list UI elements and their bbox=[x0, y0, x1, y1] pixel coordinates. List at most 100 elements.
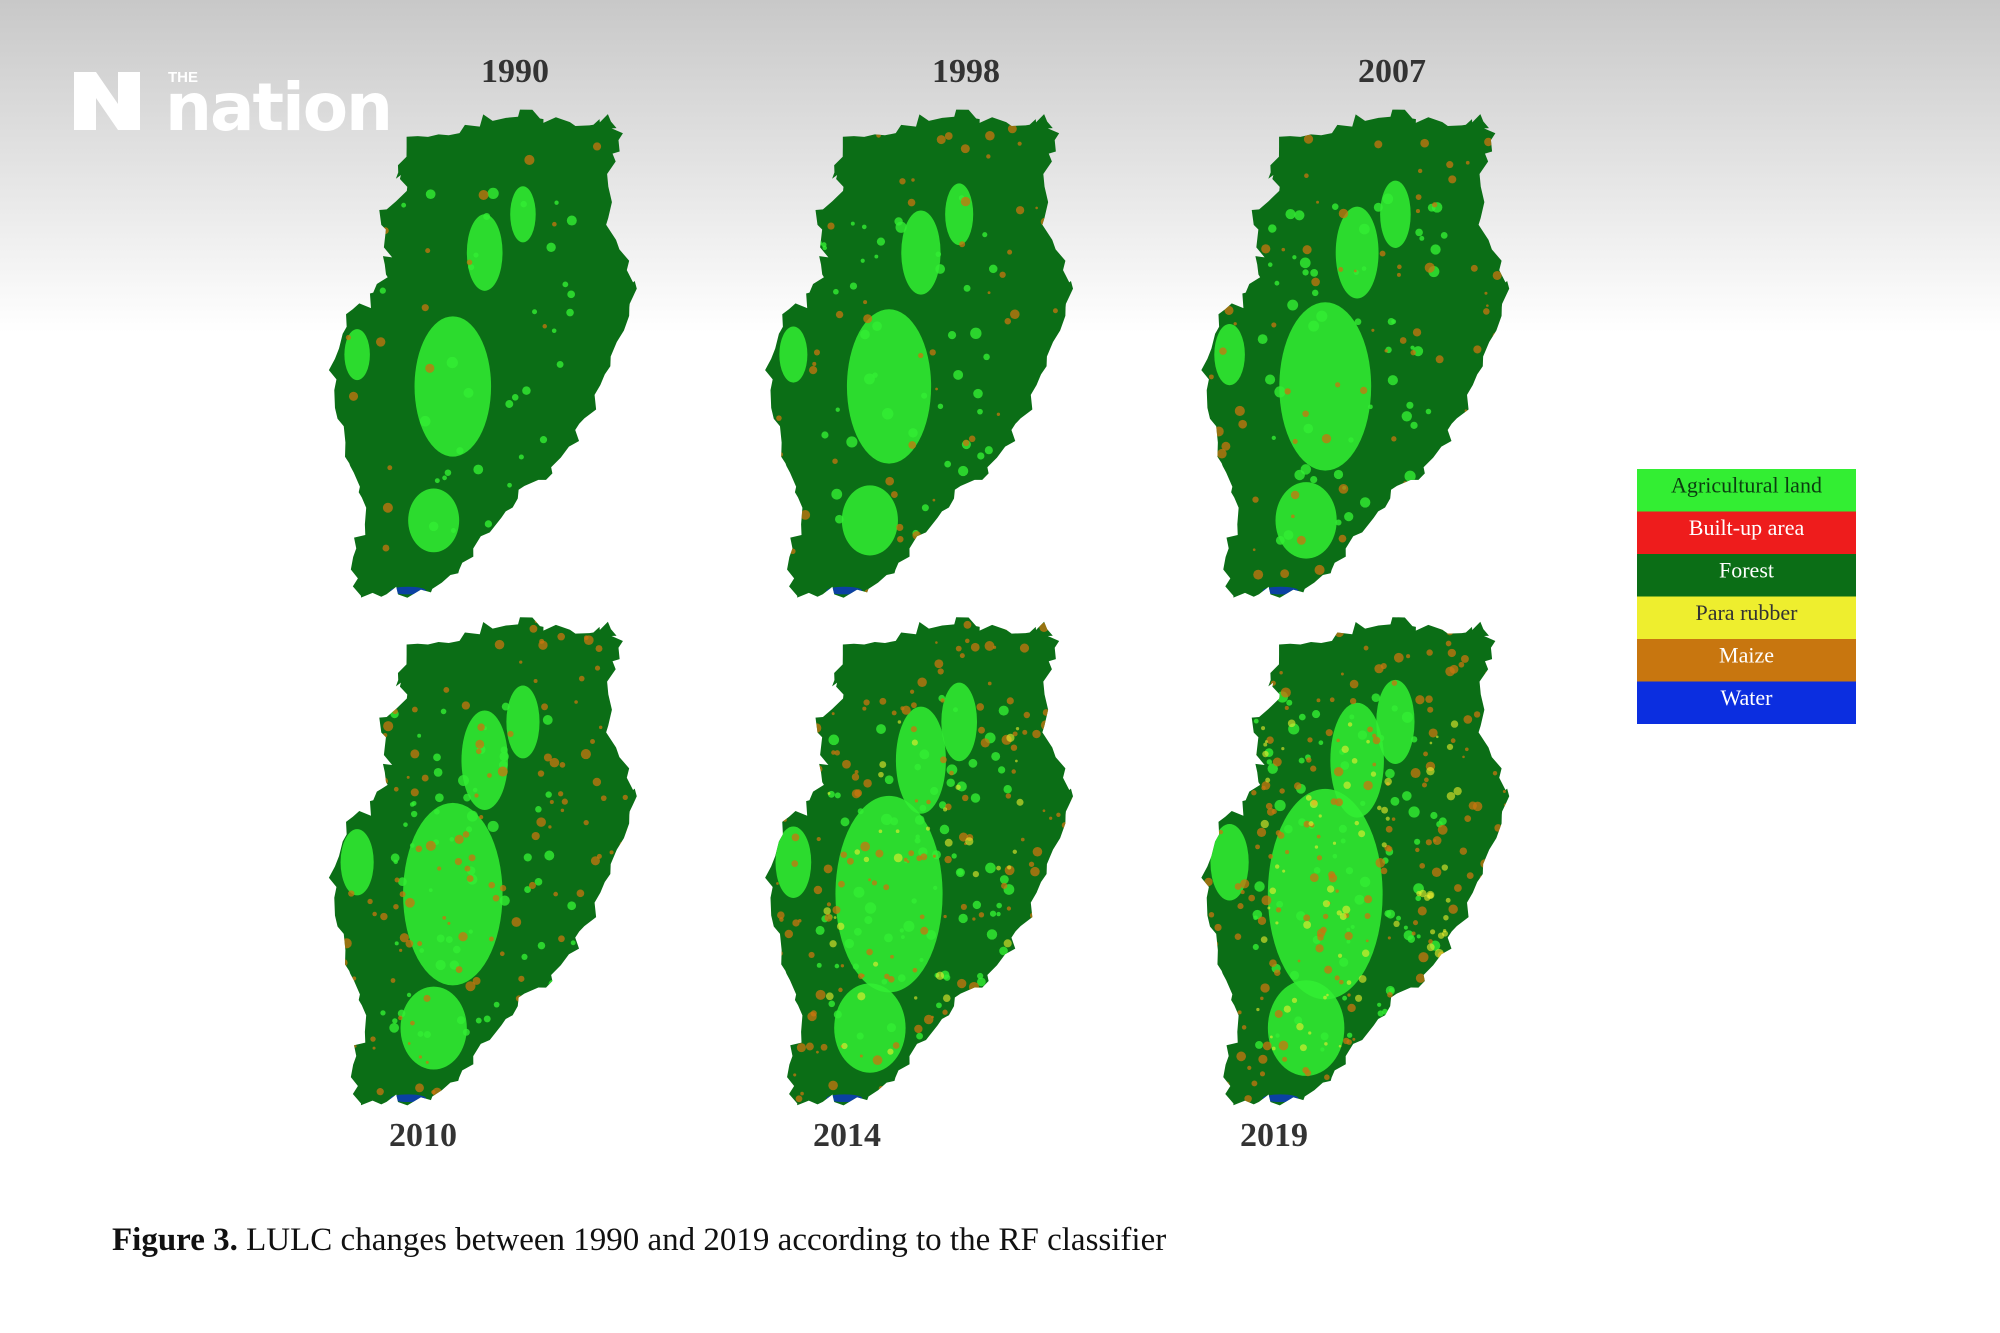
maize-patch bbox=[1335, 382, 1341, 388]
agri-patch bbox=[1340, 838, 1346, 844]
maize-patch bbox=[1023, 711, 1031, 719]
agri-patch bbox=[976, 977, 986, 987]
maize-patch bbox=[1420, 138, 1429, 148]
maize-patch bbox=[980, 738, 990, 748]
agri-patch bbox=[567, 901, 577, 911]
legend-swatch bbox=[1637, 554, 1856, 597]
maize-patch bbox=[1056, 812, 1061, 817]
maize-patch bbox=[1418, 952, 1429, 963]
rubber-patch bbox=[878, 829, 883, 834]
logo[interactable]: THE nation bbox=[74, 69, 393, 146]
agri-patch bbox=[1308, 320, 1320, 332]
maize-patch bbox=[831, 712, 835, 716]
agri-patch bbox=[999, 946, 1008, 956]
maize-patch bbox=[978, 912, 985, 918]
maize-patch bbox=[1335, 889, 1339, 893]
maize-patch bbox=[1234, 883, 1242, 890]
maize-patch bbox=[1415, 695, 1425, 705]
agri-patch bbox=[1386, 909, 1396, 919]
rubber-patch bbox=[1381, 806, 1389, 814]
agri-patch bbox=[834, 792, 841, 799]
maize-patch bbox=[410, 1020, 415, 1026]
maize-patch bbox=[1279, 788, 1285, 794]
agri-patch bbox=[1265, 374, 1276, 385]
maize-patch bbox=[791, 860, 799, 867]
maize-patch bbox=[1010, 309, 1020, 320]
maize-patch bbox=[860, 841, 871, 852]
maize-patch bbox=[462, 831, 470, 838]
maize-patch bbox=[831, 750, 836, 755]
maize-patch bbox=[910, 726, 917, 733]
maize-patch bbox=[1271, 322, 1277, 328]
maize-patch bbox=[382, 544, 390, 552]
maize-patch bbox=[1007, 249, 1013, 255]
year-label: 2007 bbox=[1358, 53, 1426, 90]
maize-patch bbox=[932, 498, 936, 502]
maize-patch bbox=[884, 973, 890, 980]
agri-patch bbox=[1274, 280, 1280, 286]
agri-zone bbox=[895, 706, 946, 814]
agri-patch bbox=[1359, 876, 1371, 888]
agri-patch bbox=[1257, 334, 1268, 345]
rubber-patch bbox=[879, 761, 887, 769]
maize-patch bbox=[1454, 884, 1462, 892]
maize-patch bbox=[1363, 645, 1369, 651]
maize-patch bbox=[437, 866, 442, 871]
rubber-patch bbox=[1361, 949, 1370, 958]
agri-patch bbox=[446, 356, 458, 369]
rubber-patch bbox=[1337, 953, 1343, 958]
maize-patch bbox=[957, 978, 967, 989]
maize-patch bbox=[528, 881, 536, 890]
maize-patch bbox=[1052, 308, 1058, 314]
agri-patch bbox=[997, 766, 1006, 774]
maize-patch bbox=[1380, 867, 1388, 875]
maize-patch bbox=[425, 248, 431, 254]
maize-patch bbox=[1492, 771, 1498, 776]
maize-patch bbox=[920, 853, 928, 861]
maize-patch bbox=[466, 875, 474, 883]
agri-zone bbox=[340, 829, 374, 896]
agri-patch bbox=[483, 212, 491, 220]
maize-patch bbox=[548, 825, 552, 829]
maize-patch bbox=[1251, 790, 1257, 796]
rubber-patch bbox=[823, 907, 831, 915]
maize-patch bbox=[777, 911, 785, 919]
agri-patch bbox=[1299, 713, 1306, 721]
rubber-patch bbox=[1347, 722, 1353, 727]
agri-patch bbox=[880, 813, 893, 826]
maize-patch bbox=[985, 130, 995, 141]
rubber-patch bbox=[1263, 742, 1268, 747]
agri-patch bbox=[1387, 375, 1398, 386]
maize-patch bbox=[592, 142, 602, 151]
maize-patch bbox=[1462, 755, 1465, 759]
maize-patch bbox=[536, 817, 546, 827]
agri-patch bbox=[1345, 867, 1354, 875]
maize-patch bbox=[1428, 728, 1438, 738]
agri-patch bbox=[423, 1030, 431, 1039]
maize-patch bbox=[835, 310, 844, 319]
agri-patch bbox=[442, 475, 447, 481]
agri-patch bbox=[406, 992, 412, 998]
maize-patch bbox=[949, 770, 954, 776]
maize-patch bbox=[943, 914, 947, 919]
agri-patch bbox=[970, 793, 981, 803]
agri-patch bbox=[849, 282, 858, 290]
maize-patch bbox=[1435, 355, 1444, 364]
agri-patch bbox=[435, 959, 446, 971]
maize-patch bbox=[1214, 923, 1222, 932]
agri-patch bbox=[462, 1028, 470, 1036]
agri-patch bbox=[1415, 228, 1423, 237]
maize-patch bbox=[425, 840, 436, 851]
maize-patch bbox=[890, 954, 894, 959]
maize-patch bbox=[1266, 807, 1275, 816]
maize-patch bbox=[1317, 933, 1320, 937]
maize-patch bbox=[1344, 931, 1353, 941]
agri-zone bbox=[1335, 206, 1379, 299]
agri-patch bbox=[939, 824, 950, 835]
maize-patch bbox=[1306, 757, 1312, 763]
maize-patch bbox=[857, 973, 864, 979]
rubber-patch bbox=[935, 971, 945, 980]
maize-patch bbox=[447, 921, 451, 925]
agri-patch bbox=[1292, 255, 1297, 260]
maize-patch bbox=[897, 535, 904, 543]
